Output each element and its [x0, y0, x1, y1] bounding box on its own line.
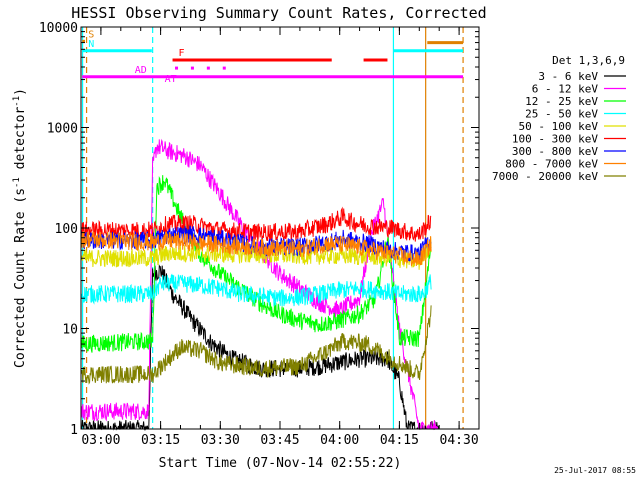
legend-label-6-12-kev: 6 - 12 keV: [532, 83, 599, 96]
state-label-n: N: [88, 39, 94, 50]
x-axis-label: Start Time (07-Nov-14 02:55:22): [159, 456, 402, 471]
ad-dot-0: [175, 66, 179, 70]
state-label-s: S: [88, 29, 94, 40]
y-tick-label-1: 1: [70, 423, 78, 438]
y-label-mid: detector: [13, 107, 28, 178]
y-axis-label: Corrected Count Rate (s-1 detector-1): [12, 88, 28, 368]
y-tick-label-10: 10: [62, 323, 78, 338]
ad-dot-2: [206, 66, 210, 70]
state-label-at: AT: [165, 74, 177, 85]
y-label-sup1: -1: [12, 177, 22, 188]
state-label-ad: AD: [135, 65, 147, 76]
x-tick-label-04-00: 04:00: [320, 433, 359, 448]
ad-dot-1: [190, 66, 194, 70]
series-line-800-7000-kev: [80, 230, 432, 267]
series-line-7000-20000-kev: [80, 305, 432, 385]
y-tick-label-1000: 1000: [47, 122, 78, 137]
date-stamp: 25-Jul-2017 08:55: [554, 466, 636, 475]
ad-dot-3: [222, 66, 226, 70]
legend-label-3-6-kev: 3 - 6 keV: [538, 70, 598, 83]
y-tick-label-10000: 10000: [39, 21, 78, 36]
y-label-sup2: -1: [12, 96, 22, 107]
x-axis-ticks: 03:00 03:15 03:30 03:45 04:00 04:15 04:30: [80, 27, 480, 448]
chart-title: HESSI Observing Summary Count Rates, Cor…: [71, 4, 486, 22]
legend-label-25-50-kev: 25 - 50 keV: [525, 108, 598, 121]
legend-title: Det 1,3,6,9: [552, 54, 625, 67]
series-line-6-12-kev: [80, 138, 439, 431]
legend-label-12-25-kev: 12 - 25 keV: [525, 95, 598, 108]
legend-label-50-100-kev: 50 - 100 keV: [519, 120, 599, 133]
x-tick-label-03-00: 03:00: [81, 433, 120, 448]
x-tick-label-04-30: 04:30: [440, 433, 479, 448]
series-line-25-50-kev: [80, 273, 432, 307]
y-tick-label-100: 100: [55, 222, 78, 237]
series-line-12-25-kev: [80, 175, 432, 353]
x-tick-label-03-45: 03:45: [260, 433, 299, 448]
legend-label-7000-20000-kev: 7000 - 20000 keV: [492, 170, 598, 183]
x-tick-label-04-15: 04:15: [380, 433, 419, 448]
legend-label-800-7000-kev: 800 - 7000 keV: [505, 158, 598, 171]
state-label-f: F: [179, 48, 185, 59]
x-tick-label-03-30: 03:30: [201, 433, 240, 448]
legend-label-300-800-kev: 300 - 800 keV: [512, 145, 598, 158]
y-label-main: Corrected Count Rate (s: [13, 188, 28, 368]
y-label-end: ): [13, 88, 28, 96]
y-axis-ticks: 1 10 100 1000 10000: [39, 21, 479, 438]
x-tick-label-03-15: 03:15: [141, 433, 180, 448]
legend-label-100-300-kev: 100 - 300 keV: [512, 133, 598, 146]
state-bars: SN F AD AT: [82, 29, 464, 85]
series-group: [80, 138, 440, 431]
